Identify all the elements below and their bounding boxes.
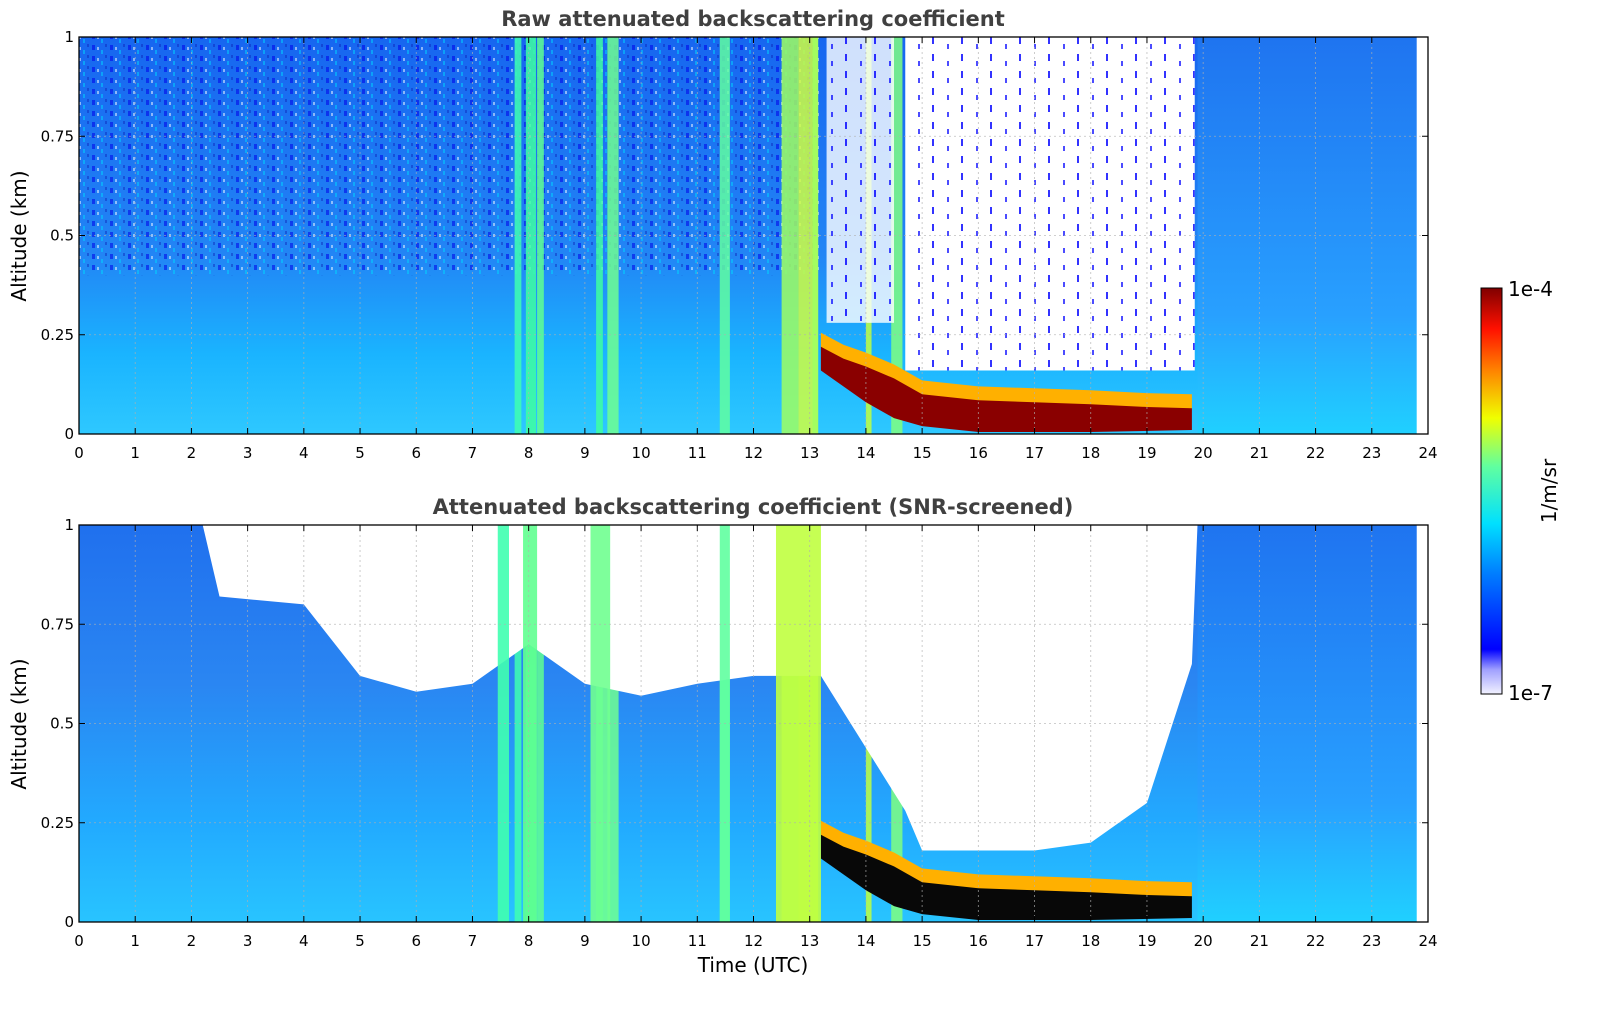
x-tick-label: 20 xyxy=(1194,932,1213,950)
x-tick-label: 4 xyxy=(299,932,309,950)
x-tick-label: 2 xyxy=(187,932,197,950)
x-tick-label: 20 xyxy=(1194,444,1213,462)
x-tick-label: 0 xyxy=(74,444,84,462)
x-tick-label: 9 xyxy=(580,932,590,950)
y-tick-label: 0.25 xyxy=(41,326,74,344)
colorbar-min-label: 1e-7 xyxy=(1508,681,1553,705)
chart-title: Attenuated backscattering coefficient (S… xyxy=(433,495,1074,519)
streak xyxy=(607,525,619,922)
x-tick-label: 2 xyxy=(187,444,197,462)
y-axis-label: Altitude (km) xyxy=(7,658,31,789)
boundary-layer-band xyxy=(820,834,1192,920)
x-tick-label: 0 xyxy=(74,932,84,950)
grid-raw xyxy=(79,37,1428,434)
x-tick-label: 16 xyxy=(969,932,988,950)
x-tick-label: 17 xyxy=(1025,444,1044,462)
x-tick-label: 18 xyxy=(1081,932,1100,950)
x-tick-label: 6 xyxy=(411,932,421,950)
chart-title: Raw attenuated backscattering coefficien… xyxy=(501,7,1005,31)
y-tick-label: 0.75 xyxy=(41,615,74,633)
y-tick-label: 0.5 xyxy=(50,715,74,733)
y-tick-label: 0.75 xyxy=(41,127,74,145)
y-axis-screened: 0 0.25 0.5 0.75 1 xyxy=(41,516,1428,931)
x-tick-label: 12 xyxy=(744,932,763,950)
x-tick-label: 21 xyxy=(1250,444,1269,462)
y-tick-label: 0.25 xyxy=(41,814,74,832)
x-tick-label: 10 xyxy=(632,444,651,462)
panel-raw: Raw attenuated backscattering coefficien… xyxy=(7,7,1438,462)
x-tick-label: 10 xyxy=(632,932,651,950)
x-tick-label: 1 xyxy=(130,932,140,950)
x-tick-label: 24 xyxy=(1418,932,1437,950)
x-tick-label: 19 xyxy=(1137,444,1156,462)
x-tick-label: 3 xyxy=(243,932,253,950)
streak xyxy=(775,525,821,922)
x-tick-label: 7 xyxy=(468,932,478,950)
y-tick-label: 1 xyxy=(64,516,74,534)
boundary-layer-band xyxy=(820,346,1192,432)
x-tick-label: 15 xyxy=(913,932,932,950)
streak xyxy=(514,37,522,434)
x-tick-label: 8 xyxy=(524,932,534,950)
colorbar-gradient xyxy=(1480,287,1503,695)
sparse-noise xyxy=(905,37,1195,371)
y-tick-label: 0 xyxy=(64,425,74,443)
x-axis-screened: 0 1 2 3 4 5 6 7 8 9 10 11 12 13 14 15 16 17 18 19 20 21 22 23 24 xyxy=(74,525,1438,950)
x-axis-raw: 0 1 2 3 4 5 6 7 8 9 10 11 12 13 14 15 16 17 18 19 20 21 22 23 24 xyxy=(74,37,1438,462)
grid-screened xyxy=(79,525,1428,922)
streak xyxy=(514,525,522,922)
sparse-noise xyxy=(826,37,895,323)
x-tick-label: 6 xyxy=(411,444,421,462)
x-tick-label: 11 xyxy=(688,444,707,462)
colorbar: 1e-4 1e-7 1/m/sr xyxy=(1480,277,1561,705)
x-tick-label: 17 xyxy=(1025,932,1044,950)
x-tick-label: 13 xyxy=(800,932,819,950)
x-tick-label: 23 xyxy=(1362,444,1381,462)
x-tick-label: 15 xyxy=(913,444,932,462)
x-tick-label: 22 xyxy=(1306,444,1325,462)
streak xyxy=(607,37,619,434)
colorbar-unit-label: 1/m/sr xyxy=(1537,458,1561,523)
noise-texture xyxy=(79,37,821,276)
x-tick-label: 1 xyxy=(130,444,140,462)
x-tick-label: 19 xyxy=(1137,932,1156,950)
x-tick-label: 18 xyxy=(1081,444,1100,462)
y-axis-raw: 0 0.25 0.5 0.75 1 xyxy=(41,28,1428,443)
streak xyxy=(891,37,903,434)
x-tick-label: 5 xyxy=(355,444,365,462)
x-tick-label: 5 xyxy=(355,932,365,950)
x-axis-label: Time (UTC) xyxy=(697,953,809,977)
y-tick-label: 1 xyxy=(64,28,74,46)
x-tick-label: 14 xyxy=(856,444,875,462)
x-tick-label: 11 xyxy=(688,932,707,950)
x-tick-label: 16 xyxy=(969,444,988,462)
x-tick-label: 12 xyxy=(744,444,763,462)
colorbar-max-label: 1e-4 xyxy=(1508,277,1553,301)
x-tick-label: 7 xyxy=(468,444,478,462)
y-tick-label: 0.5 xyxy=(50,227,74,245)
x-tick-label: 21 xyxy=(1250,932,1269,950)
x-tick-label: 24 xyxy=(1418,444,1437,462)
x-tick-label: 8 xyxy=(524,444,534,462)
y-axis-label: Altitude (km) xyxy=(7,170,31,301)
x-tick-label: 14 xyxy=(856,932,875,950)
x-tick-label: 23 xyxy=(1362,932,1381,950)
streak xyxy=(497,525,509,922)
y-tick-label: 0 xyxy=(64,913,74,931)
x-tick-label: 4 xyxy=(299,444,309,462)
x-tick-label: 3 xyxy=(243,444,253,462)
x-tick-label: 22 xyxy=(1306,932,1325,950)
x-tick-label: 9 xyxy=(580,444,590,462)
x-tick-label: 13 xyxy=(800,444,819,462)
panel-screened: Attenuated backscattering coefficient (S… xyxy=(7,495,1438,977)
